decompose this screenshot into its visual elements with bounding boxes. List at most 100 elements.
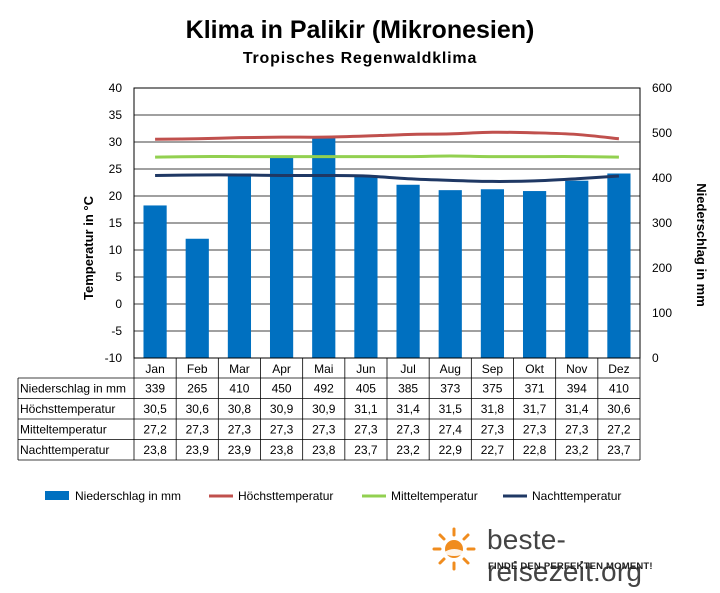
x-tick-label: Jan	[145, 362, 164, 376]
x-tick-label: Feb	[187, 362, 208, 376]
table-cell: 30,9	[312, 402, 336, 416]
y-left-tick-label: 35	[109, 108, 123, 122]
x-tick-label: Mai	[314, 362, 333, 376]
sun-icon	[432, 527, 476, 571]
y-left-tick-label: 10	[109, 243, 123, 257]
bar-Apr	[269, 155, 294, 358]
table-cell: 405	[356, 382, 376, 396]
table-cell: 371	[525, 382, 545, 396]
table-cell: 30,6	[607, 402, 631, 416]
table-cell: 22,7	[481, 443, 505, 457]
table-cell: 410	[609, 382, 629, 396]
legend-label: Niederschlag in mm	[75, 489, 181, 503]
x-tick-label: Sep	[482, 362, 504, 376]
table-cell: 27,3	[228, 423, 252, 437]
bar-Jan	[143, 205, 167, 358]
table-cell: 23,9	[228, 443, 252, 457]
table-cell: 31,8	[481, 402, 505, 416]
table-cell: 22,9	[439, 443, 463, 457]
x-tick-label: Aug	[440, 362, 461, 376]
x-tick-label: Jun	[356, 362, 375, 376]
chart-subtitle: Tropisches Regenwaldklima	[242, 50, 478, 67]
y-left-tick-label: 30	[109, 135, 123, 149]
table-cell: 492	[314, 382, 334, 396]
x-tick-label: Dez	[608, 362, 629, 376]
legend-item: Mitteltemperatur	[362, 489, 478, 503]
table-cell: 23,8	[312, 443, 336, 457]
legend-item: Nachttemperatur	[503, 489, 621, 503]
data-table: Jan Feb Mar Apr Mai Jun Jul Aug Sep Okt Nov Dez Nied…	[17, 357, 641, 461]
bar-Jun	[354, 175, 378, 358]
table-cell: 373	[440, 382, 460, 396]
x-tick-label: Okt	[525, 362, 544, 376]
y-left-tick-label: -5	[111, 324, 122, 338]
bar-Okt	[522, 191, 547, 358]
y-right-tick-label: 100	[652, 306, 672, 320]
table-cell: 27,2	[143, 423, 167, 437]
table-cell: 27,3	[186, 423, 210, 437]
bar-Feb	[185, 238, 209, 358]
table-cell: 385	[398, 382, 418, 396]
table-cell: 27,4	[439, 423, 463, 437]
table-cell: 31,5	[439, 402, 463, 416]
table-cell: 23,8	[270, 443, 294, 457]
table-cell: 27,3	[354, 423, 378, 437]
table-row-label: Niederschlag in mm	[20, 382, 126, 396]
y-left-tick-label: 40	[109, 81, 123, 95]
bar-Sep	[480, 189, 505, 358]
legend-swatch	[45, 491, 69, 500]
legend-label: Höchsttemperatur	[238, 489, 333, 503]
table-cell: 27,3	[565, 423, 589, 437]
legend-label: Nachttemperatur	[532, 489, 621, 503]
table-cell: 30,8	[228, 402, 252, 416]
x-tick-label: Apr	[272, 362, 291, 376]
table-cell: 23,2	[565, 443, 589, 457]
brand-name: beste-reisezeit.org	[487, 524, 643, 587]
table-cell: 450	[272, 382, 292, 396]
table-cell: 27,2	[607, 423, 631, 437]
table-cell: 339	[145, 382, 165, 396]
table-cell: 394	[567, 382, 587, 396]
y-axis-right-label: Niederschlag in mm	[694, 183, 709, 307]
table-cell: 27,3	[270, 423, 294, 437]
legend-item: Höchsttemperatur	[209, 489, 333, 503]
table-cell: 410	[229, 382, 249, 396]
y-right-tick-label: 500	[652, 126, 672, 140]
line-Höchsttemperatur	[155, 130, 620, 141]
legend-item: Niederschlag in mm	[45, 489, 181, 503]
table-cell: 23,7	[354, 443, 378, 457]
table-cell: 30,9	[270, 402, 294, 416]
x-tick-label: Mar	[229, 362, 250, 376]
temperature-lines	[155, 130, 620, 183]
line-Mitteltemperatur	[155, 154, 619, 159]
table-row-label: Mitteltemperatur	[20, 423, 107, 437]
y-right-tick-label: 300	[652, 216, 672, 230]
table-cell: 27,3	[481, 423, 505, 437]
bar-Mai	[312, 136, 336, 358]
table-cell: 31,1	[354, 402, 378, 416]
table-cell: 265	[187, 382, 207, 396]
y-right-tick-label: 0	[652, 351, 659, 365]
bar-Nov	[565, 180, 589, 358]
y-right-tick-label: 400	[652, 171, 672, 185]
table-cell: 23,2	[396, 443, 420, 457]
table-cell: 27,3	[312, 423, 336, 437]
chart-title: Klima in Palikir (Mikronesien)	[185, 16, 535, 44]
brand-tagline: FINDE DEN PERFEKTEN MOMENT!	[488, 561, 653, 572]
table-cell: 30,6	[186, 402, 210, 416]
bar-Aug	[438, 190, 462, 358]
legend: Niederschlag in mm Höchsttemperatur Mittel…	[45, 489, 621, 503]
table-cell: 23,9	[186, 443, 210, 457]
table-cell: 375	[482, 382, 502, 396]
y-right-tick-label: 600	[652, 81, 672, 95]
x-tick-label: Nov	[566, 362, 587, 376]
precipitation-bars	[143, 136, 631, 358]
table-cell: 27,3	[396, 423, 420, 437]
grid-lines	[134, 87, 640, 359]
y-left-tick-label: 15	[109, 216, 123, 230]
table-row-label: Höchsttemperatur	[20, 402, 115, 416]
y-left-tick-label: 0	[115, 297, 122, 311]
table-row-label: Nachttemperatur	[20, 443, 109, 457]
